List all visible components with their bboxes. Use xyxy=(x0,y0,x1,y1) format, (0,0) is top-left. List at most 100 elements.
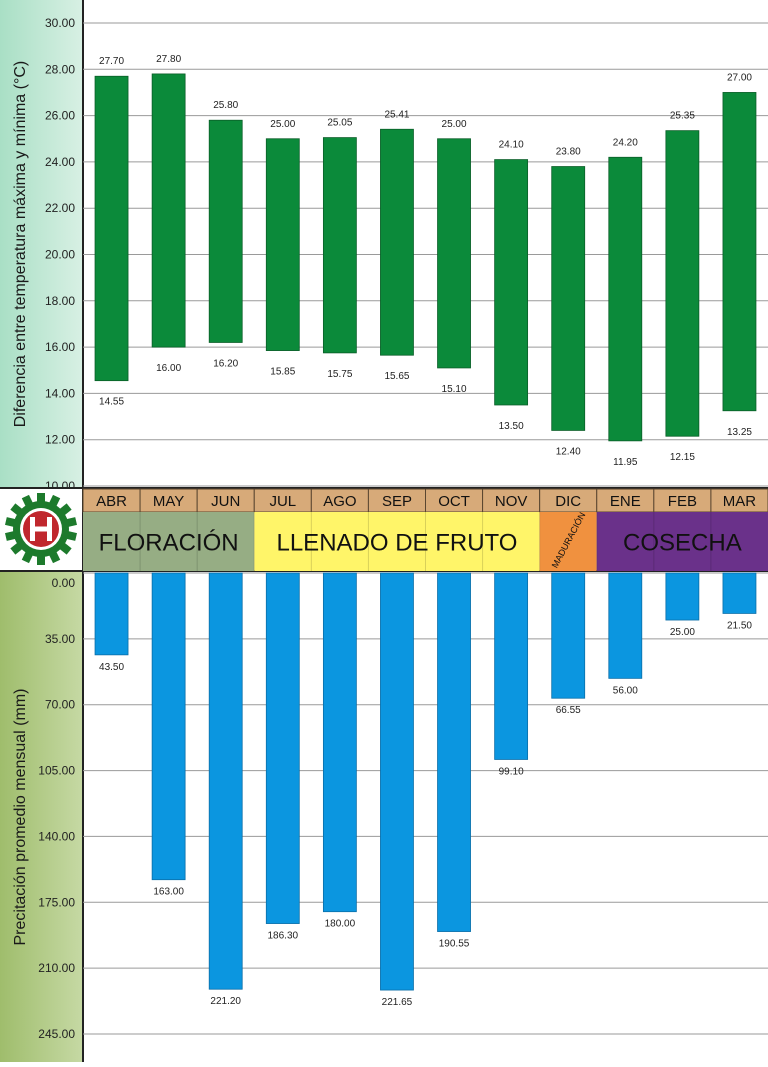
precip-tick-label: 105.00 xyxy=(38,764,75,778)
temp-low-label: 12.40 xyxy=(556,446,581,457)
precip-tick-label: 0.00 xyxy=(52,576,76,590)
temp-tick-label: 26.00 xyxy=(45,109,75,123)
temp-data-labels: 27.70 14.55 27.80 16.00 25.80 16.20 25.00 15.85… xyxy=(99,54,752,468)
precip-bar xyxy=(437,572,471,932)
phase-cell xyxy=(254,512,540,571)
temp-high-label: 25.05 xyxy=(327,118,352,129)
temp-tick-label: 28.00 xyxy=(45,62,75,76)
phase-rows: FLORACIÓN LLENADO DE FRUTO MADURACIÓN COSEC… xyxy=(83,511,768,571)
precip-value-label: 180.00 xyxy=(325,919,356,930)
precip-value-label: 99.10 xyxy=(499,766,524,777)
temp-gridlines xyxy=(83,22,768,487)
temp-tick-label: 22.00 xyxy=(45,201,75,215)
precip-bar xyxy=(608,572,643,679)
precip-data-labels: 43.50 163.00 221.20 186.30 180.00 221.65 190.5… xyxy=(99,620,752,1008)
temp-tick-label: 20.00 xyxy=(45,248,75,262)
precip-bar xyxy=(665,572,700,621)
temp-low-label: 15.65 xyxy=(384,371,409,382)
precip-tick-label: 210.00 xyxy=(38,961,75,975)
month-label: SEP xyxy=(382,493,412,510)
month-label: MAR xyxy=(723,493,757,510)
temp-tick-label: 12.00 xyxy=(45,433,75,447)
precip-tick-label: 245.00 xyxy=(38,1027,75,1041)
temp-range-bars xyxy=(94,73,757,442)
temp-range-bar xyxy=(265,138,300,351)
month-label: DIC xyxy=(555,493,581,510)
temp-low-label: 15.10 xyxy=(442,384,467,395)
temp-low-label: 13.25 xyxy=(727,427,752,438)
temp-range-bar xyxy=(322,137,357,354)
precip-value-label: 221.20 xyxy=(210,996,241,1007)
temp-low-label: 14.55 xyxy=(99,397,124,408)
precip-tick-label: 70.00 xyxy=(45,698,75,712)
temp-high-label: 24.20 xyxy=(613,137,638,148)
temp-range-bar xyxy=(608,156,643,442)
temp-tick-label: 16.00 xyxy=(45,340,75,354)
precip-value-label: 221.65 xyxy=(382,997,413,1008)
phase-cell xyxy=(539,512,597,571)
temp-high-label: 25.00 xyxy=(270,119,295,130)
precip-bar xyxy=(494,572,529,760)
temp-range-bar xyxy=(151,73,186,348)
precip-y-axis-title: Precitación promedio mensual (mm) xyxy=(12,689,29,946)
precip-bars xyxy=(94,572,757,991)
temp-high-label: 25.00 xyxy=(442,119,467,130)
precip-value-label: 21.50 xyxy=(727,620,752,631)
precip-bar xyxy=(151,572,186,881)
phase-cell xyxy=(596,512,768,571)
temp-tick-label: 18.00 xyxy=(45,294,75,308)
temp-tick-label: 30.00 xyxy=(45,16,75,30)
precip-tick-label: 140.00 xyxy=(38,829,75,843)
precip-value-label: 163.00 xyxy=(153,887,184,898)
temp-high-label: 27.00 xyxy=(727,72,752,83)
temp-range-bar xyxy=(494,159,529,406)
temp-low-label: 16.20 xyxy=(213,358,238,369)
temp-axis-panel xyxy=(0,0,83,488)
phase-label: LLENADO DE FRUTO xyxy=(276,530,517,557)
phase-label: FLORACIÓN xyxy=(99,530,239,557)
temp-y-axis-title: Diferencia entre temperatura máxima y mí… xyxy=(12,61,29,428)
precip-bar xyxy=(94,572,129,656)
temp-high-label: 23.80 xyxy=(556,147,581,158)
temp-low-label: 11.95 xyxy=(613,457,638,468)
precip-value-label: 43.50 xyxy=(99,662,124,673)
month-label: AGO xyxy=(323,493,356,510)
precip-value-label: 186.30 xyxy=(267,931,298,942)
precip-bar xyxy=(722,572,757,614)
precip-value-label: 25.00 xyxy=(670,627,695,638)
gear-logo-icon xyxy=(5,493,77,565)
temp-high-label: 27.70 xyxy=(99,56,124,67)
precip-bar xyxy=(551,572,586,699)
temp-range-bar xyxy=(208,119,243,343)
temp-low-label: 12.15 xyxy=(670,452,695,463)
month-label: JUL xyxy=(269,493,296,510)
temp-low-label: 13.50 xyxy=(499,421,524,432)
gear-tooth xyxy=(37,555,45,565)
month-label: NOV xyxy=(495,493,528,510)
temp-range-bar xyxy=(551,166,586,431)
month-label: FEB xyxy=(668,493,697,510)
temp-tick-label: 24.00 xyxy=(45,155,75,169)
phase-cell xyxy=(83,512,255,571)
temp-low-label: 16.00 xyxy=(156,363,181,374)
temp-high-label: 27.80 xyxy=(156,54,181,65)
precip-value-label: 66.55 xyxy=(556,705,581,716)
temp-low-label: 15.75 xyxy=(327,369,352,380)
temp-high-label: 25.80 xyxy=(213,100,238,111)
precip-value-label: 190.55 xyxy=(439,939,470,950)
phase-label: COSECHA xyxy=(623,530,742,557)
temp-range-bar xyxy=(437,138,471,369)
temp-range-bar xyxy=(665,130,700,437)
temp-range-bar xyxy=(380,128,414,356)
month-label: ABR xyxy=(96,493,127,510)
month-label: OCT xyxy=(438,493,470,510)
temp-range-bar xyxy=(722,92,757,412)
month-label: MAY xyxy=(153,493,184,510)
temp-high-label: 24.10 xyxy=(499,140,524,151)
precip-bar xyxy=(322,572,357,913)
precip-axis-panel xyxy=(0,572,83,1062)
precip-bar xyxy=(265,572,300,924)
temp-high-label: 25.41 xyxy=(384,109,409,120)
